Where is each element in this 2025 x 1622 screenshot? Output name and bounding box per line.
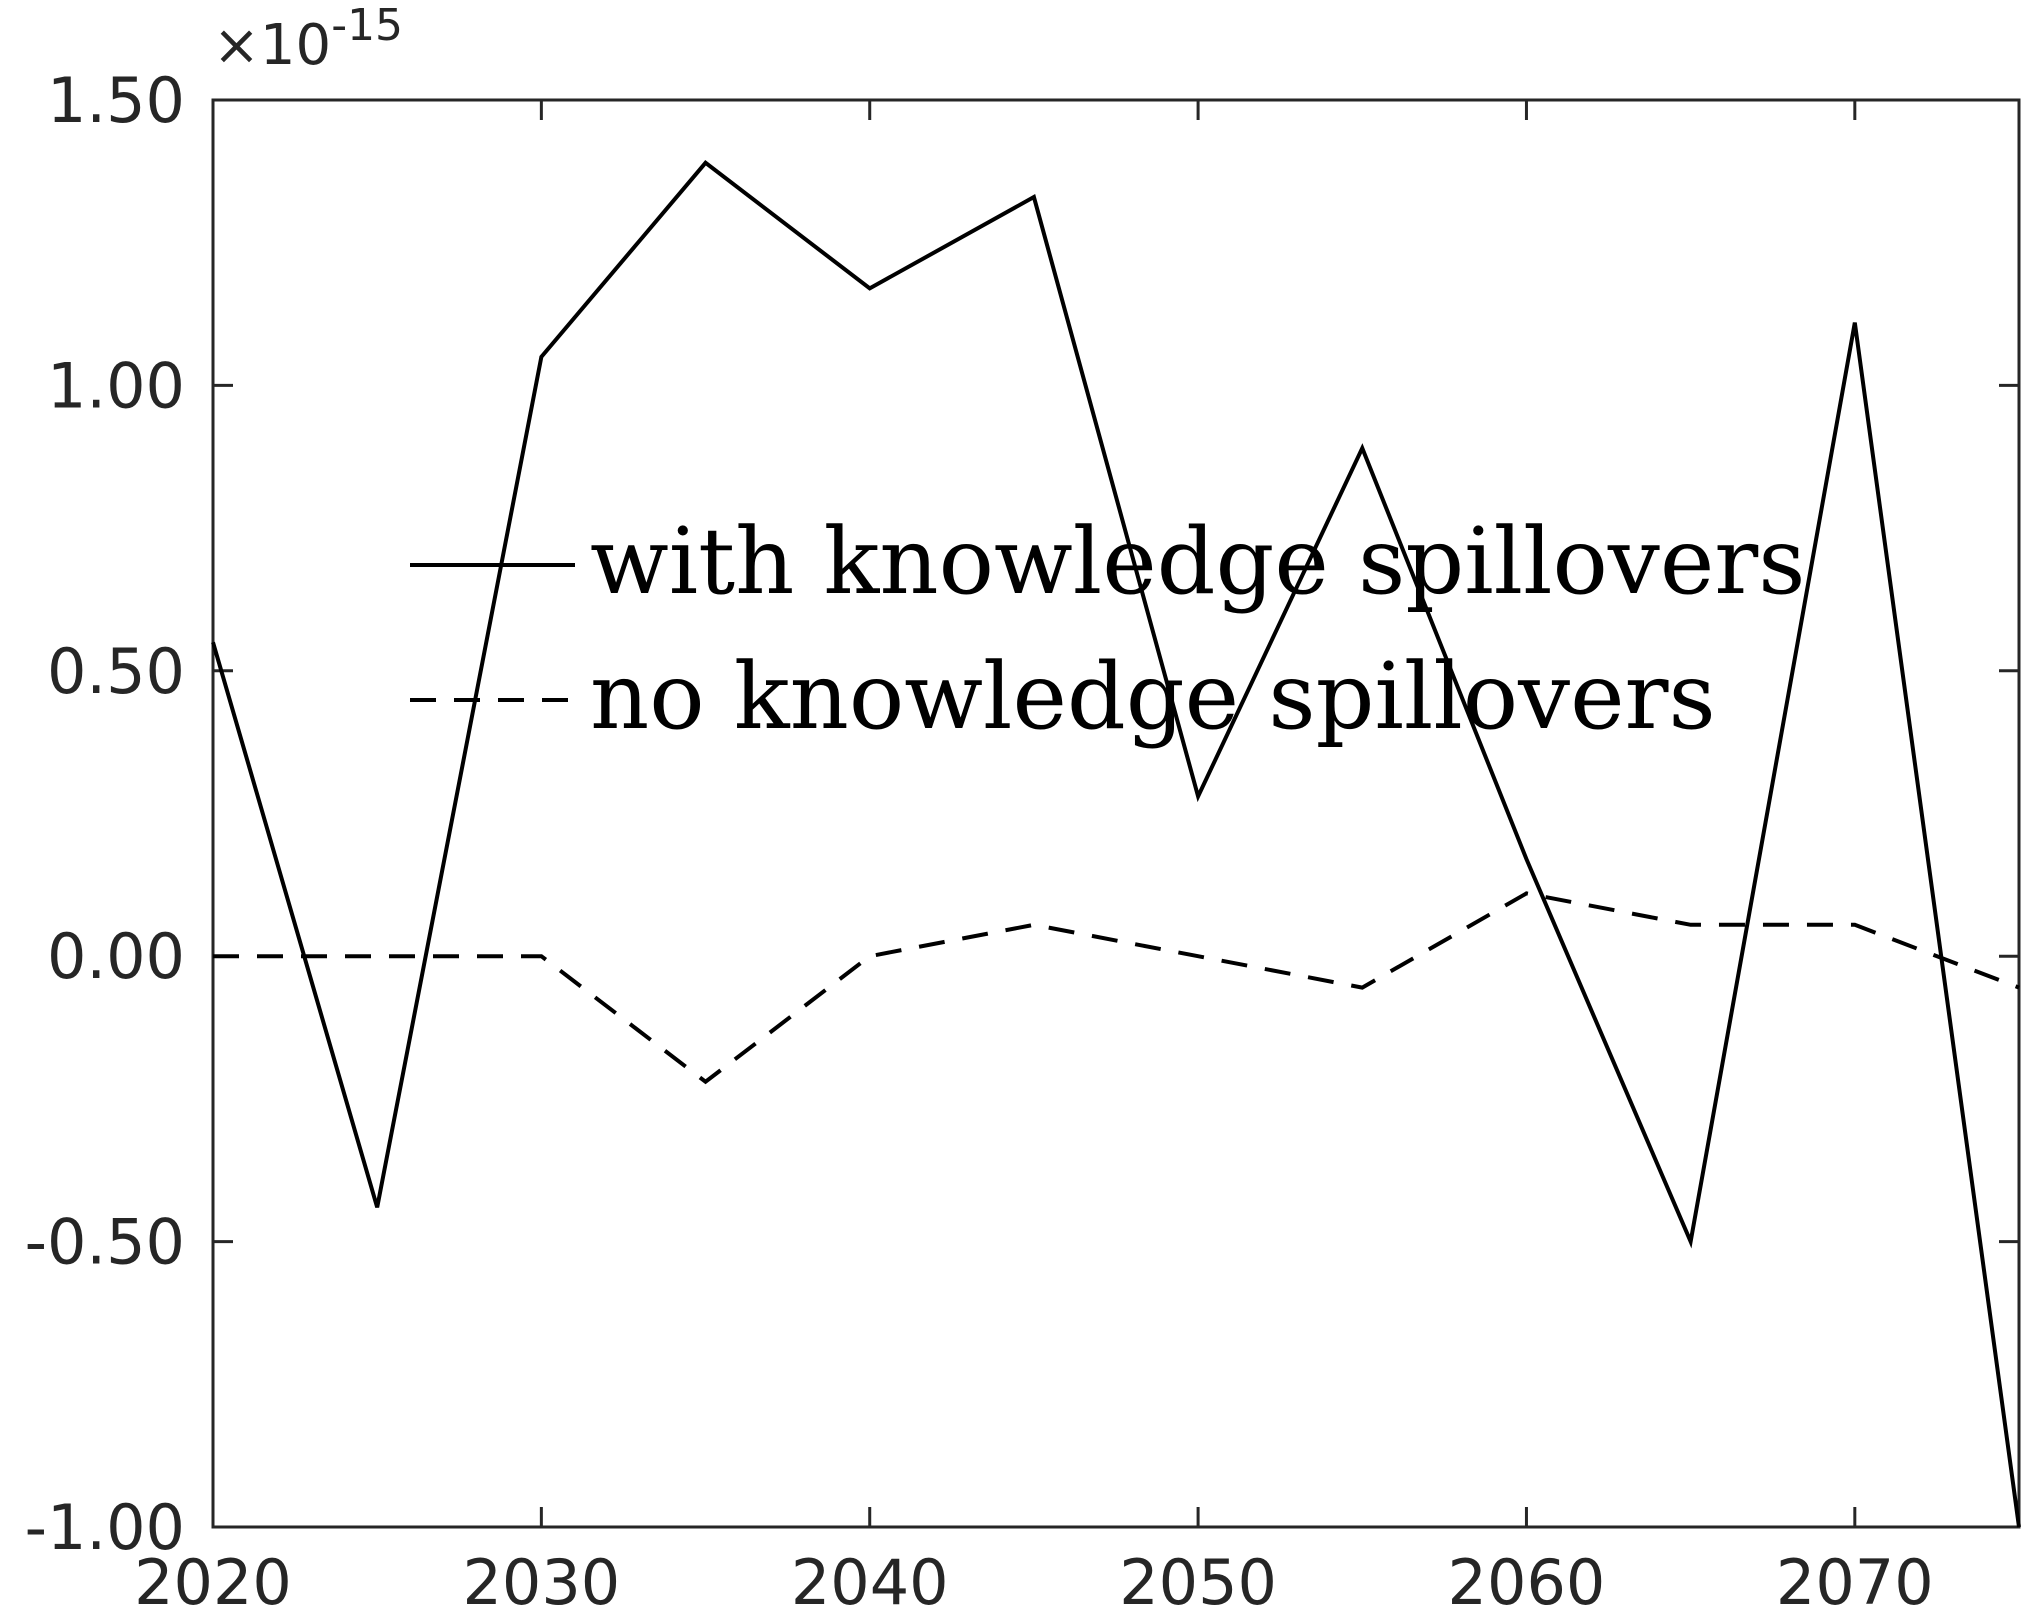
legend-label-with-spillovers: with knowledge spillovers [590,508,1806,615]
y-exponent-base: ×10 [213,13,331,78]
y-exponent-label: ×10-15 [213,0,403,78]
y-tick-label: -0.50 [25,1206,185,1279]
y-exponent-power: -15 [331,0,403,51]
plot-area [211,98,2021,1529]
y-tick-label: 0.50 [47,635,185,708]
series-line-with-spillovers [211,160,2021,1528]
x-tick-label: 2020 [134,1546,292,1619]
legend: with knowledge spillovers no knowledge s… [410,508,1806,750]
x-tick-label: 2070 [1776,1546,1934,1619]
x-tick-label: 2040 [791,1546,949,1619]
y-tick-label: 0.00 [47,920,185,993]
x-tick-label: 2060 [1448,1546,1606,1619]
y-tick-label: 1.50 [47,64,185,137]
y-tick-label: 1.00 [47,349,185,422]
series-line-no-spillovers [213,891,2020,1085]
y-axis-tick-labels: -1.00 -0.50 0.00 0.50 1.00 1.50 [25,64,185,1564]
y-tick-label: -1.00 [25,1491,185,1564]
x-axis-tick-labels: 2020 2030 2040 2050 2060 2070 [134,1546,1934,1619]
legend-label-no-spillovers: no knowledge spillovers [590,643,1716,750]
axes-box [211,98,2021,1529]
series-layer [211,160,2021,1528]
x-tick-label: 2030 [462,1546,620,1619]
axis-ticks [211,98,2019,1529]
x-tick-label: 2050 [1119,1546,1277,1619]
